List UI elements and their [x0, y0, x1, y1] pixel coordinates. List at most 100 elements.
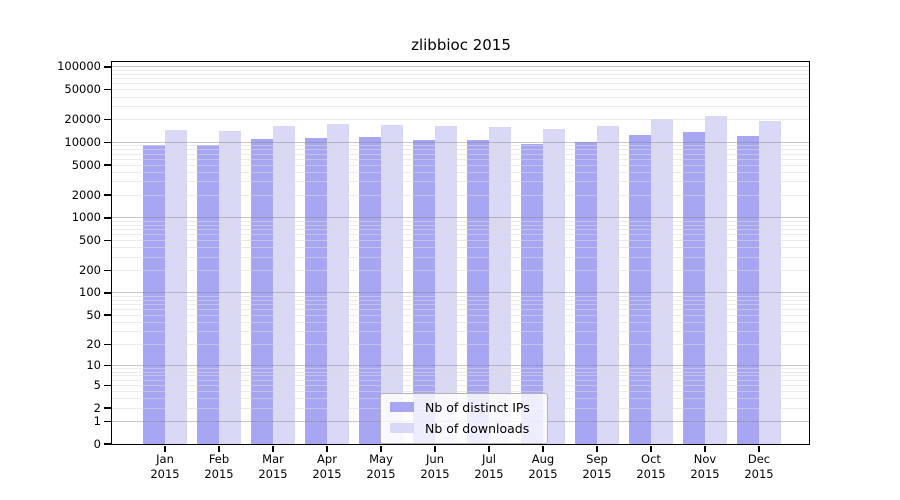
gridline-10 — [112, 364, 809, 366]
x-tick-label-sep: Sep 2015 — [569, 452, 625, 482]
gridline-40000 — [112, 96, 809, 98]
x-tick-label-dec: Dec 2015 — [731, 452, 787, 482]
gridline-800 — [112, 224, 809, 226]
gridline-80 — [112, 299, 809, 301]
bar-distinct-ips-jul — [466, 140, 489, 444]
month-label: Feb — [208, 452, 230, 466]
legend-swatch-downloads — [390, 423, 414, 433]
gridline-20000 — [112, 119, 809, 121]
x-tick-label-jun: Jun 2015 — [407, 452, 463, 482]
year-label: 2015 — [690, 467, 720, 481]
year-label: 2015 — [528, 467, 558, 481]
y-tick-label: 0 — [93, 436, 101, 451]
bar-downloads-jul — [488, 126, 511, 444]
x-tick-label-feb: Feb 2015 — [191, 452, 247, 482]
gridline-60000 — [112, 83, 809, 85]
bar-distinct-ips-jun — [412, 139, 435, 444]
x-tick-label-jan: Jan 2015 — [137, 452, 193, 482]
bar-downloads-apr — [326, 124, 349, 444]
y-tick-200 — [104, 269, 111, 272]
gridline-70 — [112, 303, 809, 305]
y-tick-label: 20000 — [64, 112, 101, 127]
x-tick-sep — [596, 445, 598, 452]
gridline-50 — [112, 314, 809, 316]
x-tick-oct — [650, 445, 652, 452]
y-tick-label: 10000 — [64, 134, 101, 149]
y-tick-20000 — [104, 118, 111, 121]
gridline-2000 — [112, 194, 809, 196]
month-label: Mar — [262, 452, 284, 466]
bar-downloads-jun — [434, 126, 457, 444]
x-tick-label-jul: Jul 2015 — [461, 452, 517, 482]
y-tick-label: 5000 — [71, 157, 101, 172]
bar-distinct-ips-nov — [682, 131, 705, 444]
x-tick-jul — [488, 445, 490, 452]
gridline-10000 — [112, 141, 809, 143]
x-tick-apr — [326, 445, 328, 452]
legend-item-downloads: Nb of downloads — [390, 421, 538, 436]
y-tick-5000 — [104, 164, 111, 166]
x-tick-dec — [758, 445, 760, 452]
y-tick-0 — [104, 443, 111, 445]
month-label: Jul — [482, 452, 496, 466]
x-tick-jun — [434, 445, 436, 452]
gridline-8 — [112, 371, 809, 373]
plot-area: Nb of distinct IPs Nb of downloads — [111, 60, 810, 445]
month-label: Apr — [317, 452, 337, 466]
bar-downloads-sep — [596, 125, 619, 444]
legend-item-distinct-ips: Nb of distinct IPs — [390, 400, 538, 415]
bar-downloads-nov — [704, 115, 727, 444]
gridline-9000 — [112, 145, 809, 147]
bar-distinct-ips-apr — [304, 138, 327, 444]
gridline-60 — [112, 308, 809, 310]
gridline-3000 — [112, 181, 809, 183]
x-tick-label-nov: Nov 2015 — [677, 452, 733, 482]
y-tick-label: 500 — [79, 232, 101, 247]
y-tick-2000 — [104, 194, 111, 196]
y-tick-label: 20 — [86, 336, 101, 351]
bar-distinct-ips-oct — [628, 134, 651, 444]
y-tick-label: 100000 — [57, 59, 101, 74]
year-label: 2015 — [744, 467, 774, 481]
gridline-4 — [112, 390, 809, 392]
y-tick-label: 200 — [79, 262, 101, 277]
y-tick-5 — [104, 384, 111, 387]
legend-swatch-distinct-ips — [390, 402, 414, 412]
month-label: May — [369, 452, 393, 466]
y-tick-2 — [104, 407, 111, 409]
year-label: 2015 — [636, 467, 666, 481]
year-label: 2015 — [258, 467, 288, 481]
gridline-300 — [112, 256, 809, 258]
gridline-90 — [112, 295, 809, 297]
gridline-5 — [112, 384, 809, 386]
y-tick-500 — [104, 239, 111, 242]
gridline-30 — [112, 331, 809, 333]
gridline-90000 — [112, 69, 809, 71]
y-tick-10 — [104, 364, 111, 367]
x-tick-label-apr: Apr 2015 — [299, 452, 355, 482]
year-label: 2015 — [366, 467, 396, 481]
gridline-6 — [112, 379, 809, 381]
x-tick-may — [380, 445, 382, 452]
gridline-100000 — [112, 66, 809, 68]
gridline-9 — [112, 368, 809, 370]
y-tick-label: 1 — [93, 413, 101, 428]
legend-label-downloads: Nb of downloads — [425, 420, 530, 436]
month-label: Oct — [641, 452, 661, 466]
gridline-700 — [112, 228, 809, 230]
year-label: 2015 — [474, 467, 504, 481]
month-label: Aug — [531, 452, 555, 466]
y-tick-label: 1000 — [71, 210, 101, 225]
year-label: 2015 — [420, 467, 450, 481]
bars-layer — [112, 62, 809, 444]
gridline-500 — [112, 239, 809, 241]
y-tick-1000 — [104, 217, 111, 219]
bar-downloads-oct — [650, 118, 673, 444]
gridline-50000 — [112, 89, 809, 91]
x-tick-label-aug: Aug 2015 — [515, 452, 571, 482]
gridline-7000 — [112, 153, 809, 155]
year-label: 2015 — [150, 467, 180, 481]
x-tick-label-oct: Oct 2015 — [623, 452, 679, 482]
y-tick-100 — [104, 292, 111, 294]
bar-distinct-ips-dec — [736, 135, 759, 444]
